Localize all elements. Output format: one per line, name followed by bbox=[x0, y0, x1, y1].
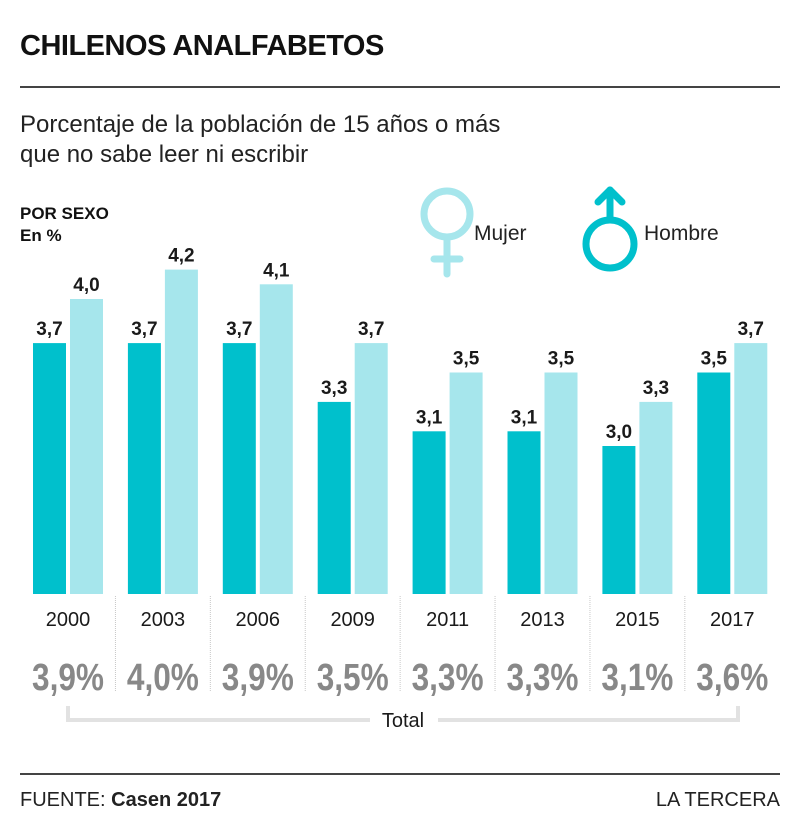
x-tick-label: 2003 bbox=[141, 609, 186, 631]
bar-value-label: 3,7 bbox=[738, 319, 764, 340]
total-value-label: 3,9% bbox=[222, 657, 294, 699]
total-bracket bbox=[66, 706, 740, 722]
publisher-name: LA TERCERA bbox=[655, 789, 780, 811]
bar-mujer bbox=[354, 343, 388, 594]
bar-mujer bbox=[449, 372, 483, 594]
total-value-label: 3,3% bbox=[507, 657, 579, 699]
x-tick-label: 2000 bbox=[46, 609, 91, 631]
total-value-label: 3,9% bbox=[32, 657, 104, 699]
legend-female-label: Mujer bbox=[474, 222, 527, 245]
bar-mujer bbox=[544, 372, 578, 594]
bar-value-label: 3,3 bbox=[321, 378, 347, 399]
total-value-label: 3,6% bbox=[696, 657, 768, 699]
bar-hombre bbox=[317, 401, 351, 594]
bar-mujer bbox=[639, 401, 673, 594]
bar-value-label: 3,7 bbox=[36, 319, 62, 340]
footer-divider bbox=[20, 773, 780, 775]
bar-mujer bbox=[259, 284, 293, 594]
bar-value-label: 3,7 bbox=[358, 319, 384, 340]
x-tick-label: 2009 bbox=[330, 609, 375, 631]
chart-subtitle: Porcentaje de la población de 15 años o … bbox=[20, 110, 500, 170]
bar-hombre bbox=[602, 446, 636, 594]
bar-hombre bbox=[33, 343, 66, 594]
chart-title: CHILENOS ANALFABETOS bbox=[20, 30, 384, 62]
subtitle-line-2: que no sabe leer ni escribir bbox=[20, 141, 309, 168]
subtitle-line-1: Porcentaje de la población de 15 años o … bbox=[20, 111, 501, 138]
bar-hombre bbox=[412, 431, 446, 594]
bar-hombre bbox=[697, 372, 731, 594]
header-divider bbox=[20, 86, 780, 88]
bar-value-label: 4,1 bbox=[263, 260, 290, 281]
bar-mujer bbox=[70, 299, 103, 594]
bar-value-label: 3,1 bbox=[511, 407, 538, 428]
bar-value-label: 4,0 bbox=[73, 275, 99, 296]
source-prefix: FUENTE: bbox=[20, 789, 106, 811]
total-value-label: 3,3% bbox=[412, 657, 484, 699]
bar-hombre bbox=[222, 343, 256, 594]
bar-value-label: 3,7 bbox=[226, 319, 252, 340]
bar-value-label: 3,3 bbox=[643, 378, 669, 399]
unit-label: En % bbox=[20, 226, 62, 245]
bar-value-label: 3,0 bbox=[606, 422, 632, 443]
bar-mujer bbox=[164, 269, 198, 594]
total-value-label: 4,0% bbox=[127, 657, 199, 699]
bar-hombre bbox=[507, 431, 541, 594]
x-tick-label: 2013 bbox=[520, 609, 565, 631]
bar-mujer bbox=[734, 343, 768, 594]
section-label: POR SEXO En % bbox=[20, 203, 109, 247]
bar-value-label: 3,7 bbox=[131, 319, 157, 340]
total-label: Total bbox=[382, 710, 424, 732]
legend-male-label: Hombre bbox=[644, 222, 719, 245]
x-tick-label: 2011 bbox=[426, 609, 469, 631]
source-name: Casen 2017 bbox=[111, 789, 222, 811]
section-title: POR SEXO bbox=[20, 204, 109, 223]
x-tick-label: 2017 bbox=[710, 609, 755, 631]
x-tick-label: 2006 bbox=[236, 609, 281, 631]
bar-hombre bbox=[127, 343, 161, 594]
total-value-label: 3,1% bbox=[601, 657, 673, 699]
male-icon bbox=[582, 186, 638, 272]
total-value-label: 3,5% bbox=[317, 657, 389, 699]
female-icon bbox=[420, 187, 474, 278]
bar-value-label: 4,2 bbox=[168, 246, 194, 267]
bar-value-label: 3,5 bbox=[453, 349, 480, 370]
bar-value-label: 3,5 bbox=[701, 349, 728, 370]
bar-value-label: 3,5 bbox=[548, 349, 575, 370]
source-note: FUENTE: Casen 2017 bbox=[20, 789, 221, 812]
bar-value-label: 3,1 bbox=[416, 407, 443, 428]
x-tick-label: 2015 bbox=[615, 609, 660, 631]
